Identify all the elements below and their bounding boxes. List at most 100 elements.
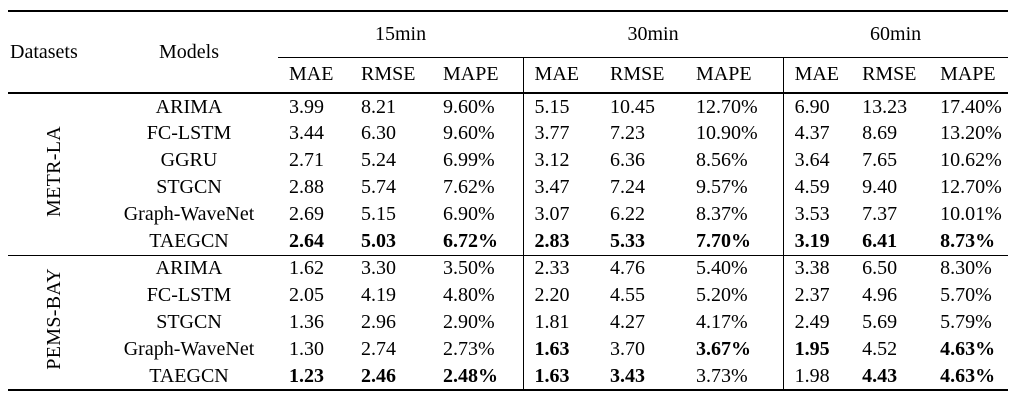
- metric-header-rmse: RMSE: [599, 57, 686, 94]
- metric-value: 5.69: [862, 311, 898, 333]
- metric-value: 5.20%: [696, 284, 748, 306]
- metric-value: 3.47: [522, 174, 600, 201]
- metric-header-rmse: RMSE: [350, 57, 432, 94]
- dataset-label-text: PEMS-BAY: [42, 268, 65, 371]
- dataset-label-text: METR-LA: [42, 125, 65, 217]
- metric-value: 1.63: [522, 336, 600, 363]
- model-name: FC-LSTM: [146, 284, 232, 306]
- model-name: STGCN: [156, 176, 222, 198]
- table-row: TAEGCN 2.64 5.03 6.72% 2.83 5.33 7.70% 3.19 6.41…: [8, 228, 1008, 255]
- metric-value: 10.45: [610, 95, 656, 118]
- metric-value: 4.76: [599, 254, 686, 282]
- metric-value: 1.30: [289, 338, 324, 360]
- metric-value: 2.69: [289, 203, 324, 225]
- metric-value: 8.56%: [696, 149, 748, 171]
- metric-value: 3.99: [289, 95, 324, 118]
- metric-value: 3.50%: [432, 254, 524, 282]
- metric-value: 2.49: [782, 309, 852, 336]
- model-name: ARIMA: [155, 95, 223, 118]
- metric-value: 4.27: [610, 311, 646, 333]
- model-name: FC-LSTM: [146, 122, 232, 144]
- metric-value: 4.80%: [443, 284, 495, 306]
- metric-value: 2.83: [522, 228, 600, 255]
- metric-value: 1.81: [522, 309, 600, 336]
- metric-value: 7.62%: [443, 176, 495, 198]
- metric-value: 9.60%: [443, 95, 495, 118]
- metric-value: 3.12: [522, 147, 600, 174]
- metric-value: 2.74: [361, 338, 396, 360]
- metric-value: 5.74: [361, 176, 396, 198]
- metric-value: 10.62%: [940, 149, 1002, 171]
- metric-value: 3.73%: [696, 364, 748, 387]
- metric-value: 7.70%: [696, 229, 752, 252]
- header-metric-row: MAE RMSE MAPE MAE RMSE MAPE MAE RMSE MAP…: [8, 57, 1009, 94]
- metric-value: 3.70: [610, 338, 646, 360]
- model-name: TAEGCN: [149, 364, 229, 387]
- horizon-header-15min: 15min: [278, 11, 524, 58]
- metric-header-mape: MAPE: [929, 57, 1009, 94]
- metric-value: 4.59: [782, 174, 852, 201]
- metric-value: 3.64: [782, 147, 852, 174]
- table-row: PEMS-BAY ARIMA 1.62 3.30 3.50% 2.33 4.76 5.40% 3…: [8, 254, 1009, 390]
- metric-value: 8.37%: [696, 203, 748, 225]
- metric-value: 2.71: [289, 149, 324, 171]
- metric-value: 2.73%: [443, 338, 495, 360]
- dataset-label: METR-LA: [8, 93, 100, 255]
- metric-header-mae: MAE: [278, 57, 350, 94]
- metric-value: 9.40: [862, 176, 898, 198]
- table-row: METR-LA ARIMA 3.99 8.21 9.60% 5.15 10.45 12.70%…: [8, 93, 1008, 217]
- metric-value: 3.67%: [696, 338, 752, 360]
- metric-value: 6.99%: [443, 149, 495, 171]
- metric-value: 6.36: [610, 149, 646, 171]
- metric-value: 5.15: [522, 93, 600, 120]
- metric-header-rmse: RMSE: [851, 57, 930, 94]
- metric-value: 4.52: [862, 338, 898, 360]
- metric-value: 1.62: [278, 254, 350, 282]
- metric-value: 5.70%: [940, 284, 992, 306]
- model-name: Graph-WaveNet: [123, 338, 255, 360]
- metric-value: 5.24: [361, 149, 396, 171]
- metric-value: 7.23: [610, 122, 646, 144]
- metric-value: 1.98: [782, 363, 852, 390]
- dataset-label: PEMS-BAY: [8, 254, 100, 390]
- metric-value: 2.96: [361, 311, 396, 333]
- metric-value: 4.17%: [696, 311, 748, 333]
- metric-value: 3.77: [522, 120, 600, 147]
- metric-value: 6.41: [862, 229, 898, 252]
- metric-value: 7.65: [862, 149, 898, 171]
- metric-value: 13.20%: [940, 122, 1002, 144]
- metric-value: 3.43: [610, 364, 646, 387]
- metric-header-mae: MAE: [782, 57, 852, 94]
- col-header-models: Models: [100, 11, 278, 94]
- model-name: ARIMA: [100, 254, 278, 282]
- metric-value: 8.21: [361, 95, 396, 118]
- metric-value: 6.72%: [443, 229, 498, 252]
- metric-value: 13.23: [862, 95, 908, 118]
- metric-value: 4.96: [862, 284, 898, 306]
- model-name: GGRU: [160, 149, 218, 171]
- table-row: STGCN 2.88 5.74 7.62% 3.47 7.24 9.57% 4.59 9.40 1…: [8, 174, 1008, 201]
- metric-value: 3.53: [782, 201, 852, 228]
- horizon-header-60min: 60min: [783, 11, 1009, 58]
- metric-value: 5.15: [361, 203, 396, 225]
- col-header-datasets: Datasets: [8, 11, 100, 94]
- metric-value: 3.38: [782, 254, 852, 282]
- metric-value: 12.70%: [940, 176, 1002, 198]
- metric-header-mae: MAE: [522, 57, 600, 94]
- metric-value: 9.60%: [443, 122, 495, 144]
- table-row: FC-LSTM 3.44 6.30 9.60% 3.77 7.23 10.90% 4.37 8.…: [8, 120, 1008, 147]
- metric-value: 4.55: [610, 284, 646, 306]
- metric-value: 4.43: [862, 364, 898, 387]
- metric-value: 4.19: [361, 284, 396, 306]
- metric-value: 2.46: [361, 364, 396, 387]
- results-table-container: Datasets Models 15min 30min 60min MAE RM…: [8, 10, 1009, 391]
- metric-value: 1.95: [782, 336, 852, 363]
- model-name: TAEGCN: [149, 229, 229, 252]
- metric-value: 5.03: [361, 229, 396, 252]
- metric-value: 3.07: [522, 201, 600, 228]
- metric-value: 6.90: [782, 93, 852, 120]
- header-group-row: Datasets Models 15min 30min 60min: [8, 11, 1009, 94]
- table-row: Graph-WaveNet 2.69 5.15 6.90% 3.07 6.22 8.37% 3…: [8, 201, 1008, 228]
- metric-value: 4.63%: [940, 338, 996, 360]
- metric-value: 10.01%: [940, 203, 1002, 225]
